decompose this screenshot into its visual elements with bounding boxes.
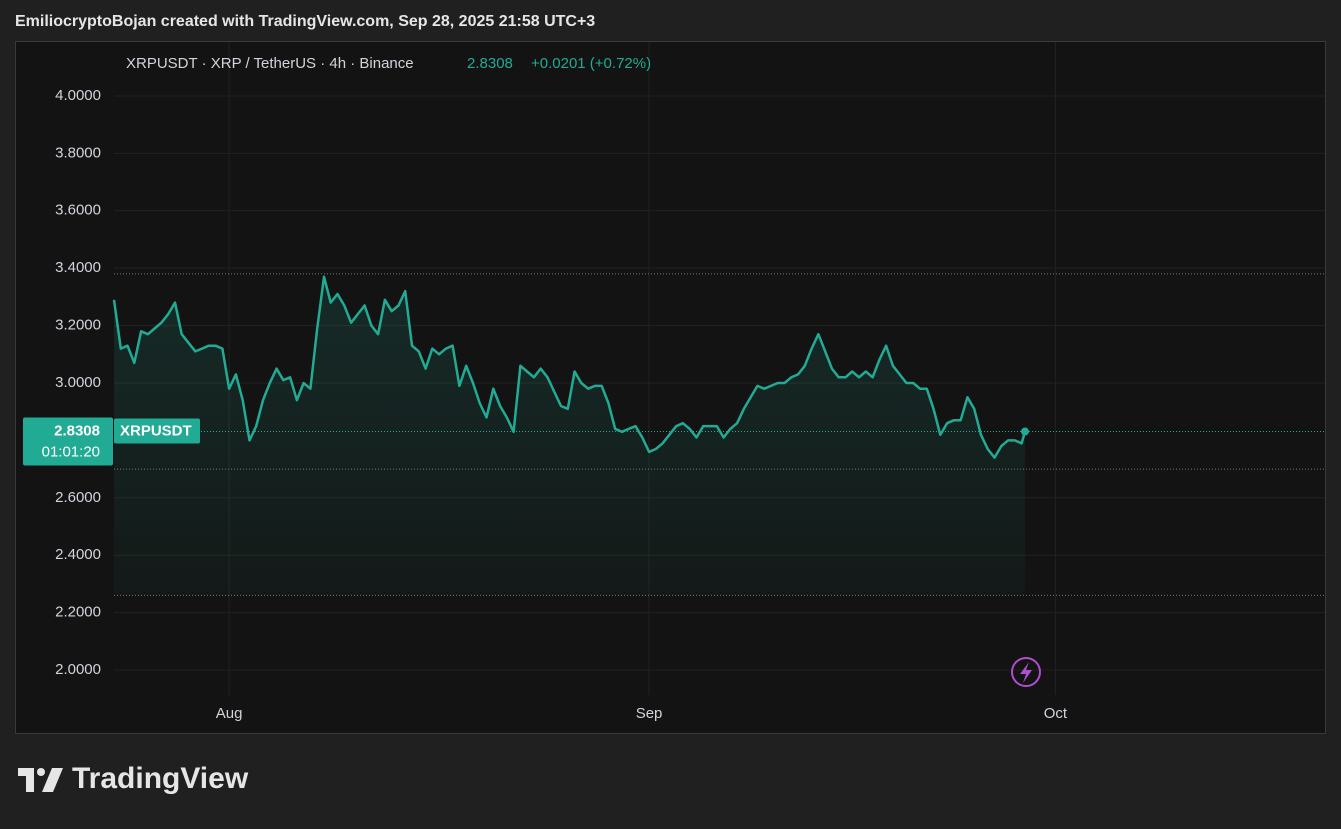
- price-tag: [23, 417, 113, 466]
- alert-icon: [1011, 657, 1041, 687]
- y-tick-label: 2.6000: [55, 489, 101, 506]
- price-line: [112, 275, 1027, 459]
- symbol-tag-label: XRPUSDT: [120, 423, 192, 440]
- y-tick-label: 3.8000: [55, 144, 101, 161]
- legend-symbol: XRPUSDT · XRP / TetherUS · 4h · Binance: [126, 55, 414, 72]
- y-tick-label: 3.4000: [55, 259, 101, 276]
- y-tick-label: 3.0000: [55, 374, 101, 391]
- logo: TradingView: [18, 762, 249, 795]
- x-tick-label: Sep: [636, 705, 663, 722]
- y-tick-label: 3.2000: [55, 317, 101, 334]
- y-tick-label: 2.4000: [55, 546, 101, 563]
- x-tick-label: Aug: [216, 705, 243, 722]
- y-tick-label: 2.0000: [55, 661, 101, 678]
- last-point: [1020, 427, 1029, 436]
- y-tick-label: 4.0000: [55, 87, 101, 104]
- y-tick-label: 2.2000: [55, 604, 101, 621]
- price-tag-countdown: 01:01:20: [42, 444, 100, 461]
- x-tick-label: Oct: [1044, 705, 1068, 722]
- area-fill: [114, 276, 1025, 596]
- header: EmiliocryptoBojan created with TradingVi…: [15, 13, 595, 30]
- legend-price: 2.8308: [467, 55, 513, 72]
- logo-text: TradingView: [72, 762, 249, 795]
- legend-change: +0.0201 (+0.72%): [531, 55, 651, 72]
- price-tag-value: 2.8308: [54, 423, 100, 440]
- y-tick-label: 3.6000: [55, 202, 101, 219]
- symbol-tag: [114, 418, 200, 444]
- plot-area: 2.0000 2.2000 2.4000 2.6000 3.0000 3.2000 3.40…: [55, 42, 1325, 722]
